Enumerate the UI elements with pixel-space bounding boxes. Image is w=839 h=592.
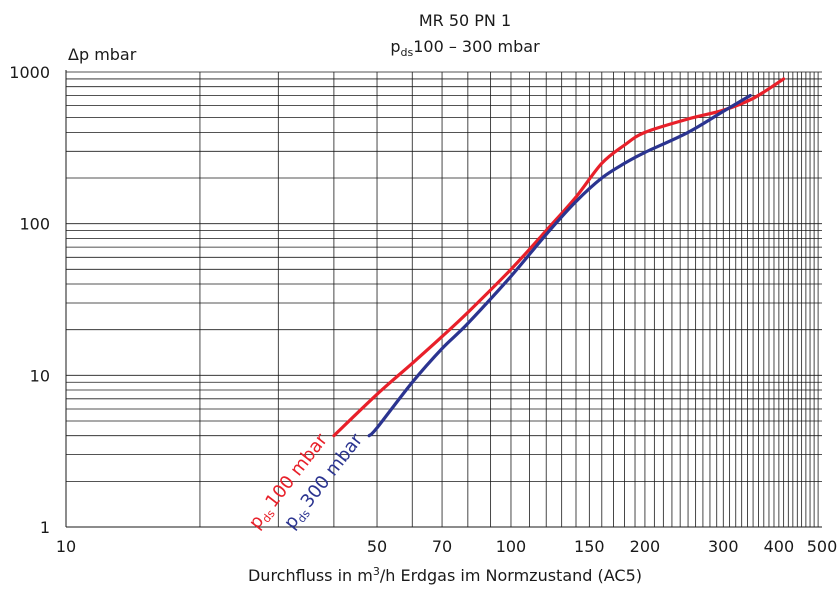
grid: [65, 70, 822, 528]
y-tick-label: 10: [30, 366, 50, 385]
x-tick-label: 100: [496, 537, 527, 556]
x-axis-label: Durchfluss in m3/h Erdgas im Normzustand…: [248, 565, 642, 585]
series-layer: [332, 77, 786, 438]
x-axis-label-text: Durchfluss in m: [248, 566, 373, 585]
x-axis-label-text-rest: /h Erdgas im Normzustand (AC5): [380, 566, 642, 585]
series-line-1: [332, 77, 786, 438]
x-axis-label-superscript: 3: [373, 565, 380, 578]
y-tick-label: 1: [40, 518, 50, 537]
y-tick-label: 100: [19, 215, 50, 234]
subtitle-text: 100 – 300 mbar: [413, 37, 540, 56]
x-tick-label: 300: [708, 537, 739, 556]
subtitle-subscript: ds: [400, 46, 413, 59]
x-tick-label: 400: [764, 537, 795, 556]
x-tick-label: 150: [574, 537, 605, 556]
x-tick-label: 70: [432, 537, 452, 556]
chart-subtitle: pds100 – 300 mbar: [390, 37, 540, 59]
x-tick-label: 10: [56, 537, 76, 556]
series-line-2: [367, 93, 752, 438]
y-axis-label: Δp mbar: [68, 45, 137, 64]
x-tick-label: 50: [367, 537, 387, 556]
x-tick-label: 500: [807, 537, 838, 556]
subtitle-symbol: p: [390, 37, 400, 56]
y-tick-label: 1000: [9, 63, 50, 82]
x-tick-label: 200: [630, 537, 661, 556]
chart-title: MR 50 PN 1: [419, 11, 511, 30]
